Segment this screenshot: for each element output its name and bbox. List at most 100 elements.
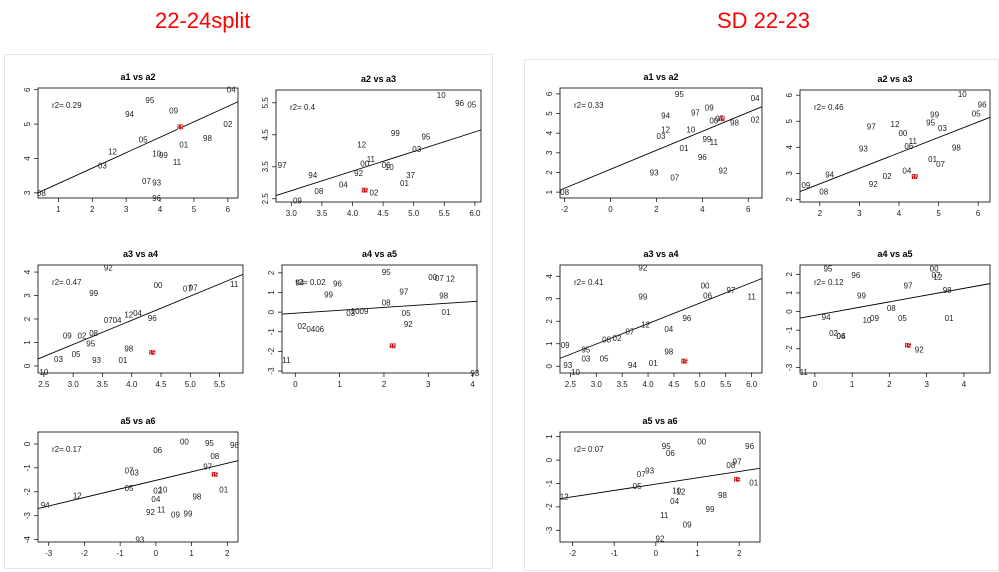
x-tick-label: 0	[154, 549, 159, 558]
y-tick-label: 0	[545, 457, 554, 462]
point-label: 95	[145, 96, 154, 105]
point-label: 11	[747, 293, 756, 302]
point-label: 09	[561, 341, 570, 350]
plot-frame	[559, 431, 761, 543]
point-label: 95	[382, 268, 391, 277]
point-label: 02	[223, 120, 232, 129]
point-label: 95	[926, 119, 935, 128]
y-tick-label: 6	[785, 92, 794, 97]
point-label: 98	[718, 491, 727, 500]
point-label: 04	[670, 497, 679, 506]
y-tick-label: 0	[267, 309, 276, 314]
point-label: 96	[745, 442, 754, 451]
point-label: 95	[205, 439, 214, 448]
point-label: 04	[113, 316, 122, 325]
highlight-point-marker	[905, 343, 912, 348]
point-label: 95	[823, 265, 832, 274]
point-label: 05	[139, 136, 148, 145]
point-label: 04	[151, 495, 160, 504]
point-label: 10	[686, 125, 695, 134]
point-label: 12	[641, 321, 650, 330]
point-label: 92	[638, 263, 647, 272]
point-label: 09	[870, 314, 879, 323]
point-label: 04	[339, 180, 348, 189]
point-label: 03	[130, 469, 139, 478]
r2-label: r2= 0.46	[814, 103, 844, 112]
point-label: 08	[819, 188, 828, 197]
point-label: 10	[385, 163, 394, 172]
point-label: 06	[382, 161, 391, 170]
x-tick-label: 3	[857, 209, 862, 218]
y-tick-label: 1	[23, 340, 32, 345]
point-label: 94	[825, 171, 834, 180]
right-panel-title: SD 22-23	[717, 8, 810, 33]
point-label: 98	[730, 118, 739, 127]
point-label: 01	[219, 485, 228, 494]
point-label: 99	[391, 129, 400, 138]
point-label: 09	[169, 106, 178, 115]
x-tick-label: 5.5	[720, 380, 732, 389]
x-tick-label: 2	[887, 380, 892, 389]
point-label: 11	[230, 280, 239, 289]
point-label: 12	[124, 310, 133, 319]
highlight-point-marker	[177, 124, 184, 130]
plot-title: a3 vs a4	[643, 249, 678, 259]
point-label: 15	[361, 189, 368, 195]
x-tick-label: 5	[192, 205, 197, 214]
point-label: 01	[442, 308, 451, 317]
point-label: 12	[661, 125, 670, 134]
x-tick-label: 6	[226, 205, 231, 214]
regression-line	[281, 300, 478, 315]
plot-title: a2 vs a3	[361, 74, 396, 84]
point-label: 12	[560, 492, 569, 501]
point-label: 05	[72, 350, 81, 359]
point-label: 92	[146, 508, 155, 517]
x-tick-label: 1	[189, 549, 194, 558]
point-label: 92	[404, 320, 413, 329]
x-tick-label: 0	[813, 380, 818, 389]
point-label: 02	[613, 334, 622, 343]
x-tick-label: 1	[850, 380, 855, 389]
point-label: 08	[560, 188, 569, 197]
x-tick-label: 6.0	[746, 380, 758, 389]
x-tick-label: 4.5	[155, 380, 167, 389]
point-label: 06	[153, 446, 162, 455]
x-tick-label: 2	[818, 209, 823, 218]
y-tick-label: -2	[267, 347, 276, 355]
point-label: 94	[661, 112, 670, 121]
y-tick-label: 5	[785, 118, 794, 123]
y-tick-label: -2	[23, 488, 32, 496]
point-label: 11	[909, 137, 918, 146]
regression-line	[275, 129, 482, 197]
point-label: 01	[945, 314, 954, 323]
point-label: 96	[682, 314, 691, 323]
point-label: 15	[177, 126, 184, 132]
r2-label: r2= 0.07	[574, 445, 604, 454]
point-label: 94	[295, 279, 304, 288]
plot-title: a1 vs a2	[120, 72, 155, 82]
point-label: 93	[563, 361, 572, 370]
plot-frame	[37, 431, 239, 543]
point-label: 08	[382, 298, 391, 307]
plot-frame	[37, 87, 239, 199]
point-label: 01	[400, 179, 409, 188]
point-label: 11	[800, 368, 809, 377]
y-tick-label: -1	[545, 479, 554, 487]
x-tick-label: 1	[695, 549, 700, 558]
y-tick-label: 4	[23, 156, 32, 161]
point-label: 09	[683, 520, 692, 529]
point-label: 97	[399, 288, 408, 297]
y-tick-label: -3	[23, 512, 32, 520]
point-label: 98	[664, 348, 673, 357]
x-tick-label: 6	[746, 205, 751, 214]
x-tick-label: -2	[569, 549, 577, 558]
point-label: 96	[148, 314, 157, 323]
y-tick-label: -4	[23, 536, 32, 544]
x-tick-label: 1	[337, 380, 342, 389]
point-label: 10	[159, 485, 168, 494]
y-tick-label: -2	[545, 503, 554, 511]
point-label: 11	[367, 155, 376, 164]
point-label: 07	[932, 271, 941, 280]
x-tick-label: 6.0	[469, 209, 481, 218]
regression-line	[559, 278, 763, 359]
